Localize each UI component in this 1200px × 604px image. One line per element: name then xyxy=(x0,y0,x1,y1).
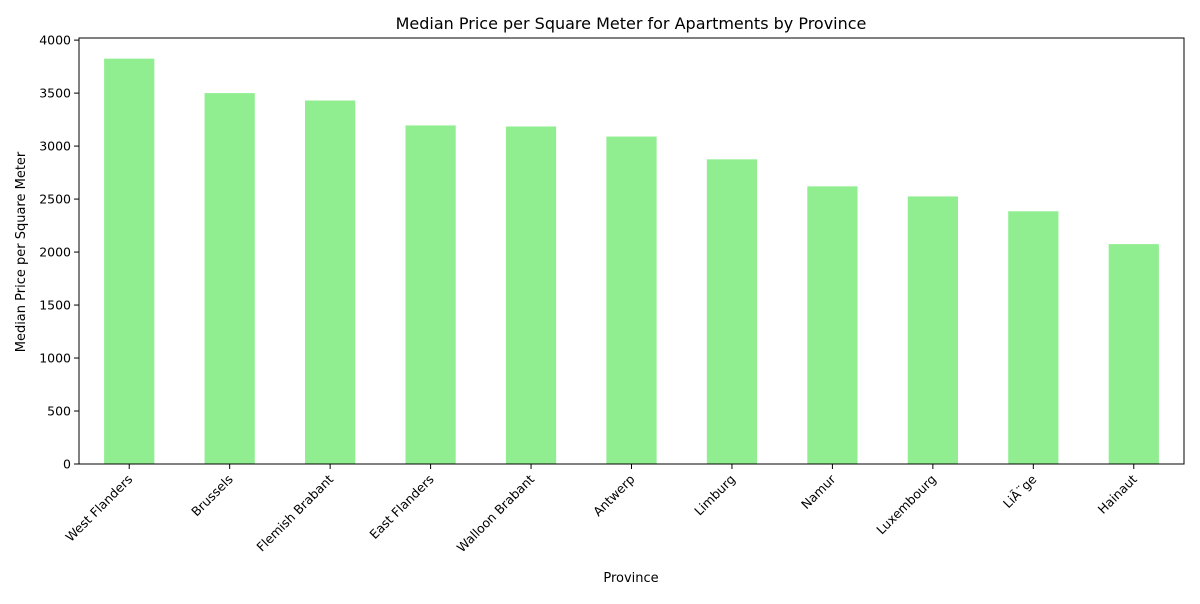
bar-4 xyxy=(505,126,557,464)
bar-1 xyxy=(204,93,255,464)
bar-8 xyxy=(907,196,958,465)
y-axis: 0 500 1000 1500 2000 2500 3000 3500 4000 xyxy=(39,33,79,472)
bar-6 xyxy=(706,159,758,464)
x-tick-label: Luxembourg xyxy=(873,472,939,538)
x-tick-label: Walloon Brabant xyxy=(454,471,538,555)
y-tick-label: 4000 xyxy=(39,33,71,48)
y-tick-label: 3000 xyxy=(39,139,71,154)
x-axis: West Flanders Brussels Flemish Brabant East… xyxy=(62,464,1140,555)
chart-title: Median Price per Square Meter for Apartm… xyxy=(396,14,867,33)
bar-10 xyxy=(1108,244,1159,464)
y-tick-label: 3500 xyxy=(39,86,71,101)
y-tick-label: 1000 xyxy=(39,351,71,366)
bar-0 xyxy=(104,58,155,464)
bar-2 xyxy=(305,100,356,464)
x-axis-label: Province xyxy=(603,571,658,586)
x-tick-label: Limburg xyxy=(691,472,738,519)
y-tick-label: 1500 xyxy=(39,298,71,313)
x-tick-label: Brussels xyxy=(188,472,236,520)
plot-frame xyxy=(78,37,1185,465)
bar-3 xyxy=(405,125,456,464)
bar-9 xyxy=(1008,211,1059,464)
x-tick-label: LiÃ¨ge xyxy=(1000,471,1040,511)
y-tick-label: 2000 xyxy=(39,245,71,260)
bar-7 xyxy=(807,186,858,464)
bar-5 xyxy=(606,136,657,464)
y-tick-label: 0 xyxy=(63,457,71,472)
x-tick-label: Flemish Brabant xyxy=(253,471,336,554)
y-tick-label: 2500 xyxy=(39,192,71,207)
x-tick-label: West Flanders xyxy=(62,472,135,545)
x-tick-label: Hainaut xyxy=(1095,471,1140,516)
bars-layer xyxy=(104,58,1159,465)
x-tick-label: Antwerp xyxy=(590,471,638,519)
y-axis-label: Median Price per Square Meter xyxy=(14,151,29,352)
x-tick-label: Namur xyxy=(798,471,839,512)
y-tick-label: 500 xyxy=(47,404,71,419)
x-tick-label: East Flanders xyxy=(366,472,436,542)
